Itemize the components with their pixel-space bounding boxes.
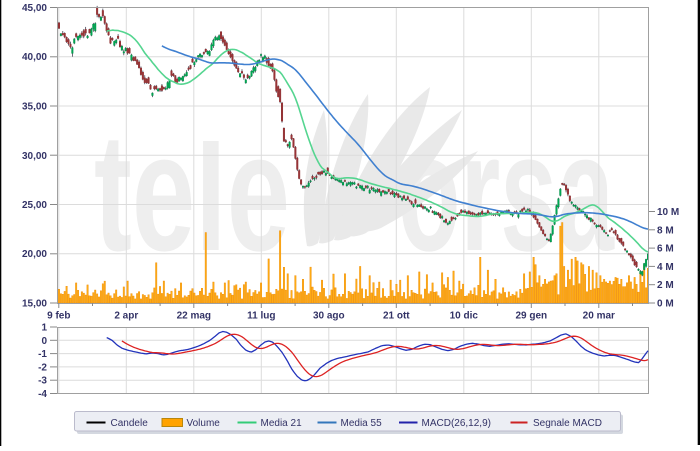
svg-text:20 mar: 20 mar xyxy=(583,311,615,322)
svg-text:4 M: 4 M xyxy=(657,262,674,273)
svg-text:-2: -2 xyxy=(38,362,47,373)
svg-text:MACD(26,12,9): MACD(26,12,9) xyxy=(422,418,491,429)
svg-text:Volume: Volume xyxy=(187,418,221,429)
svg-text:Candele: Candele xyxy=(111,418,149,429)
svg-text:45,00: 45,00 xyxy=(22,3,47,14)
svg-text:-4: -4 xyxy=(38,389,47,400)
svg-text:-1: -1 xyxy=(38,349,47,360)
svg-text:30,00: 30,00 xyxy=(22,151,47,162)
svg-text:2 apr: 2 apr xyxy=(114,311,138,322)
svg-text:2 M: 2 M xyxy=(657,280,674,291)
svg-text:20,00: 20,00 xyxy=(22,249,47,260)
svg-text:6 M: 6 M xyxy=(657,244,674,255)
svg-text:29 gen: 29 gen xyxy=(515,311,547,322)
svg-text:0: 0 xyxy=(41,336,47,347)
svg-text:30 ago: 30 ago xyxy=(313,311,345,322)
svg-text:9 feb: 9 feb xyxy=(47,311,70,322)
svg-text:10 M: 10 M xyxy=(657,207,679,218)
svg-text:1: 1 xyxy=(41,323,47,334)
svg-text:10 dic: 10 dic xyxy=(450,311,479,322)
svg-text:8 M: 8 M xyxy=(657,225,674,236)
svg-text:Media 21: Media 21 xyxy=(261,418,303,429)
svg-text:21 ott: 21 ott xyxy=(383,311,410,322)
svg-text:25,00: 25,00 xyxy=(22,200,47,211)
svg-text:Segnale MACD: Segnale MACD xyxy=(533,418,602,429)
svg-text:tele: tele xyxy=(94,98,290,286)
svg-text:0 M: 0 M xyxy=(657,299,674,310)
svg-text:22 mag: 22 mag xyxy=(177,311,211,322)
svg-text:Media 55: Media 55 xyxy=(341,418,383,429)
svg-text:15,00: 15,00 xyxy=(22,299,47,310)
svg-text:-3: -3 xyxy=(38,376,47,387)
svg-text:11 lug: 11 lug xyxy=(247,311,275,322)
svg-text:35,00: 35,00 xyxy=(22,102,47,113)
svg-text:40,00: 40,00 xyxy=(22,52,47,63)
